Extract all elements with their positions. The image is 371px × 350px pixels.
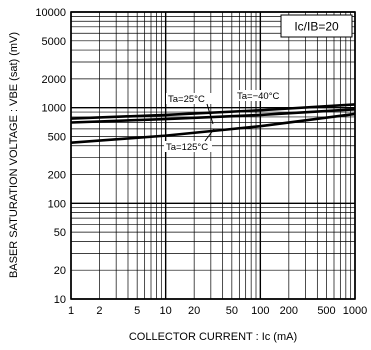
x-tick-label: 1000 (343, 305, 367, 317)
series-line-1 (70, 103, 356, 120)
y-tick-label: 50 (54, 227, 66, 239)
condition-label: Ic/IB=20 (294, 20, 339, 34)
series-label-background (166, 93, 214, 104)
y-tick-label: 10 (54, 294, 66, 306)
y-tick-label: 5000 (42, 36, 66, 48)
series-label: Ta=25°C (168, 94, 205, 105)
x-tick-label: 100 (251, 305, 269, 317)
series-label-background (164, 141, 212, 152)
x-tick-label: 1 (68, 305, 74, 317)
y-tick-label: 20 (54, 265, 66, 277)
x-tick-label: 20 (188, 305, 200, 317)
y-tick-label: 1000 (42, 103, 66, 115)
y-tick-labels: 10 20 50 100 200 500 1000 2000 5000 10000 (35, 7, 66, 306)
x-tick-label: 50 (226, 305, 238, 317)
y-tick-label: 500 (48, 131, 66, 143)
x-tick-label: 5 (134, 305, 140, 317)
x-tick-labels: 1 2 5 10 20 50 100 200 500 1000 (68, 305, 367, 317)
x-tick-label: 200 (280, 305, 298, 317)
x-tick-label: 2 (96, 305, 102, 317)
plot-frame (70, 11, 356, 300)
x-tick-label: 500 (317, 305, 335, 317)
series-label: Ta=−40°C (237, 91, 279, 102)
x-tick-label: 10 (160, 305, 172, 317)
y-tick-label: 2000 (42, 74, 66, 86)
minor-grid-x (99, 12, 352, 299)
y-tick-label: 10000 (35, 7, 66, 19)
series-label: Ta=125°C (166, 142, 208, 153)
condition-box: Ic/IB=20 (280, 14, 353, 38)
y-tick-label: 200 (48, 170, 66, 182)
series-label-background (235, 90, 283, 101)
series-label-leader (206, 103, 214, 125)
y-axis-title: BASER SATURATION VOLTAGE : VBE (sat) (mV… (8, 32, 20, 278)
condition-box-frame (280, 14, 353, 38)
plot-background (71, 12, 355, 299)
series-labels: Ta=25°C Ta=−40°C Ta=125°C (164, 90, 283, 153)
series-line-0 (70, 108, 356, 124)
y-tick-label: 100 (48, 198, 66, 210)
series-label-leader (204, 128, 215, 142)
x-axis-title: COLLECTOR CURRENT : Ic (mA) (129, 331, 297, 343)
